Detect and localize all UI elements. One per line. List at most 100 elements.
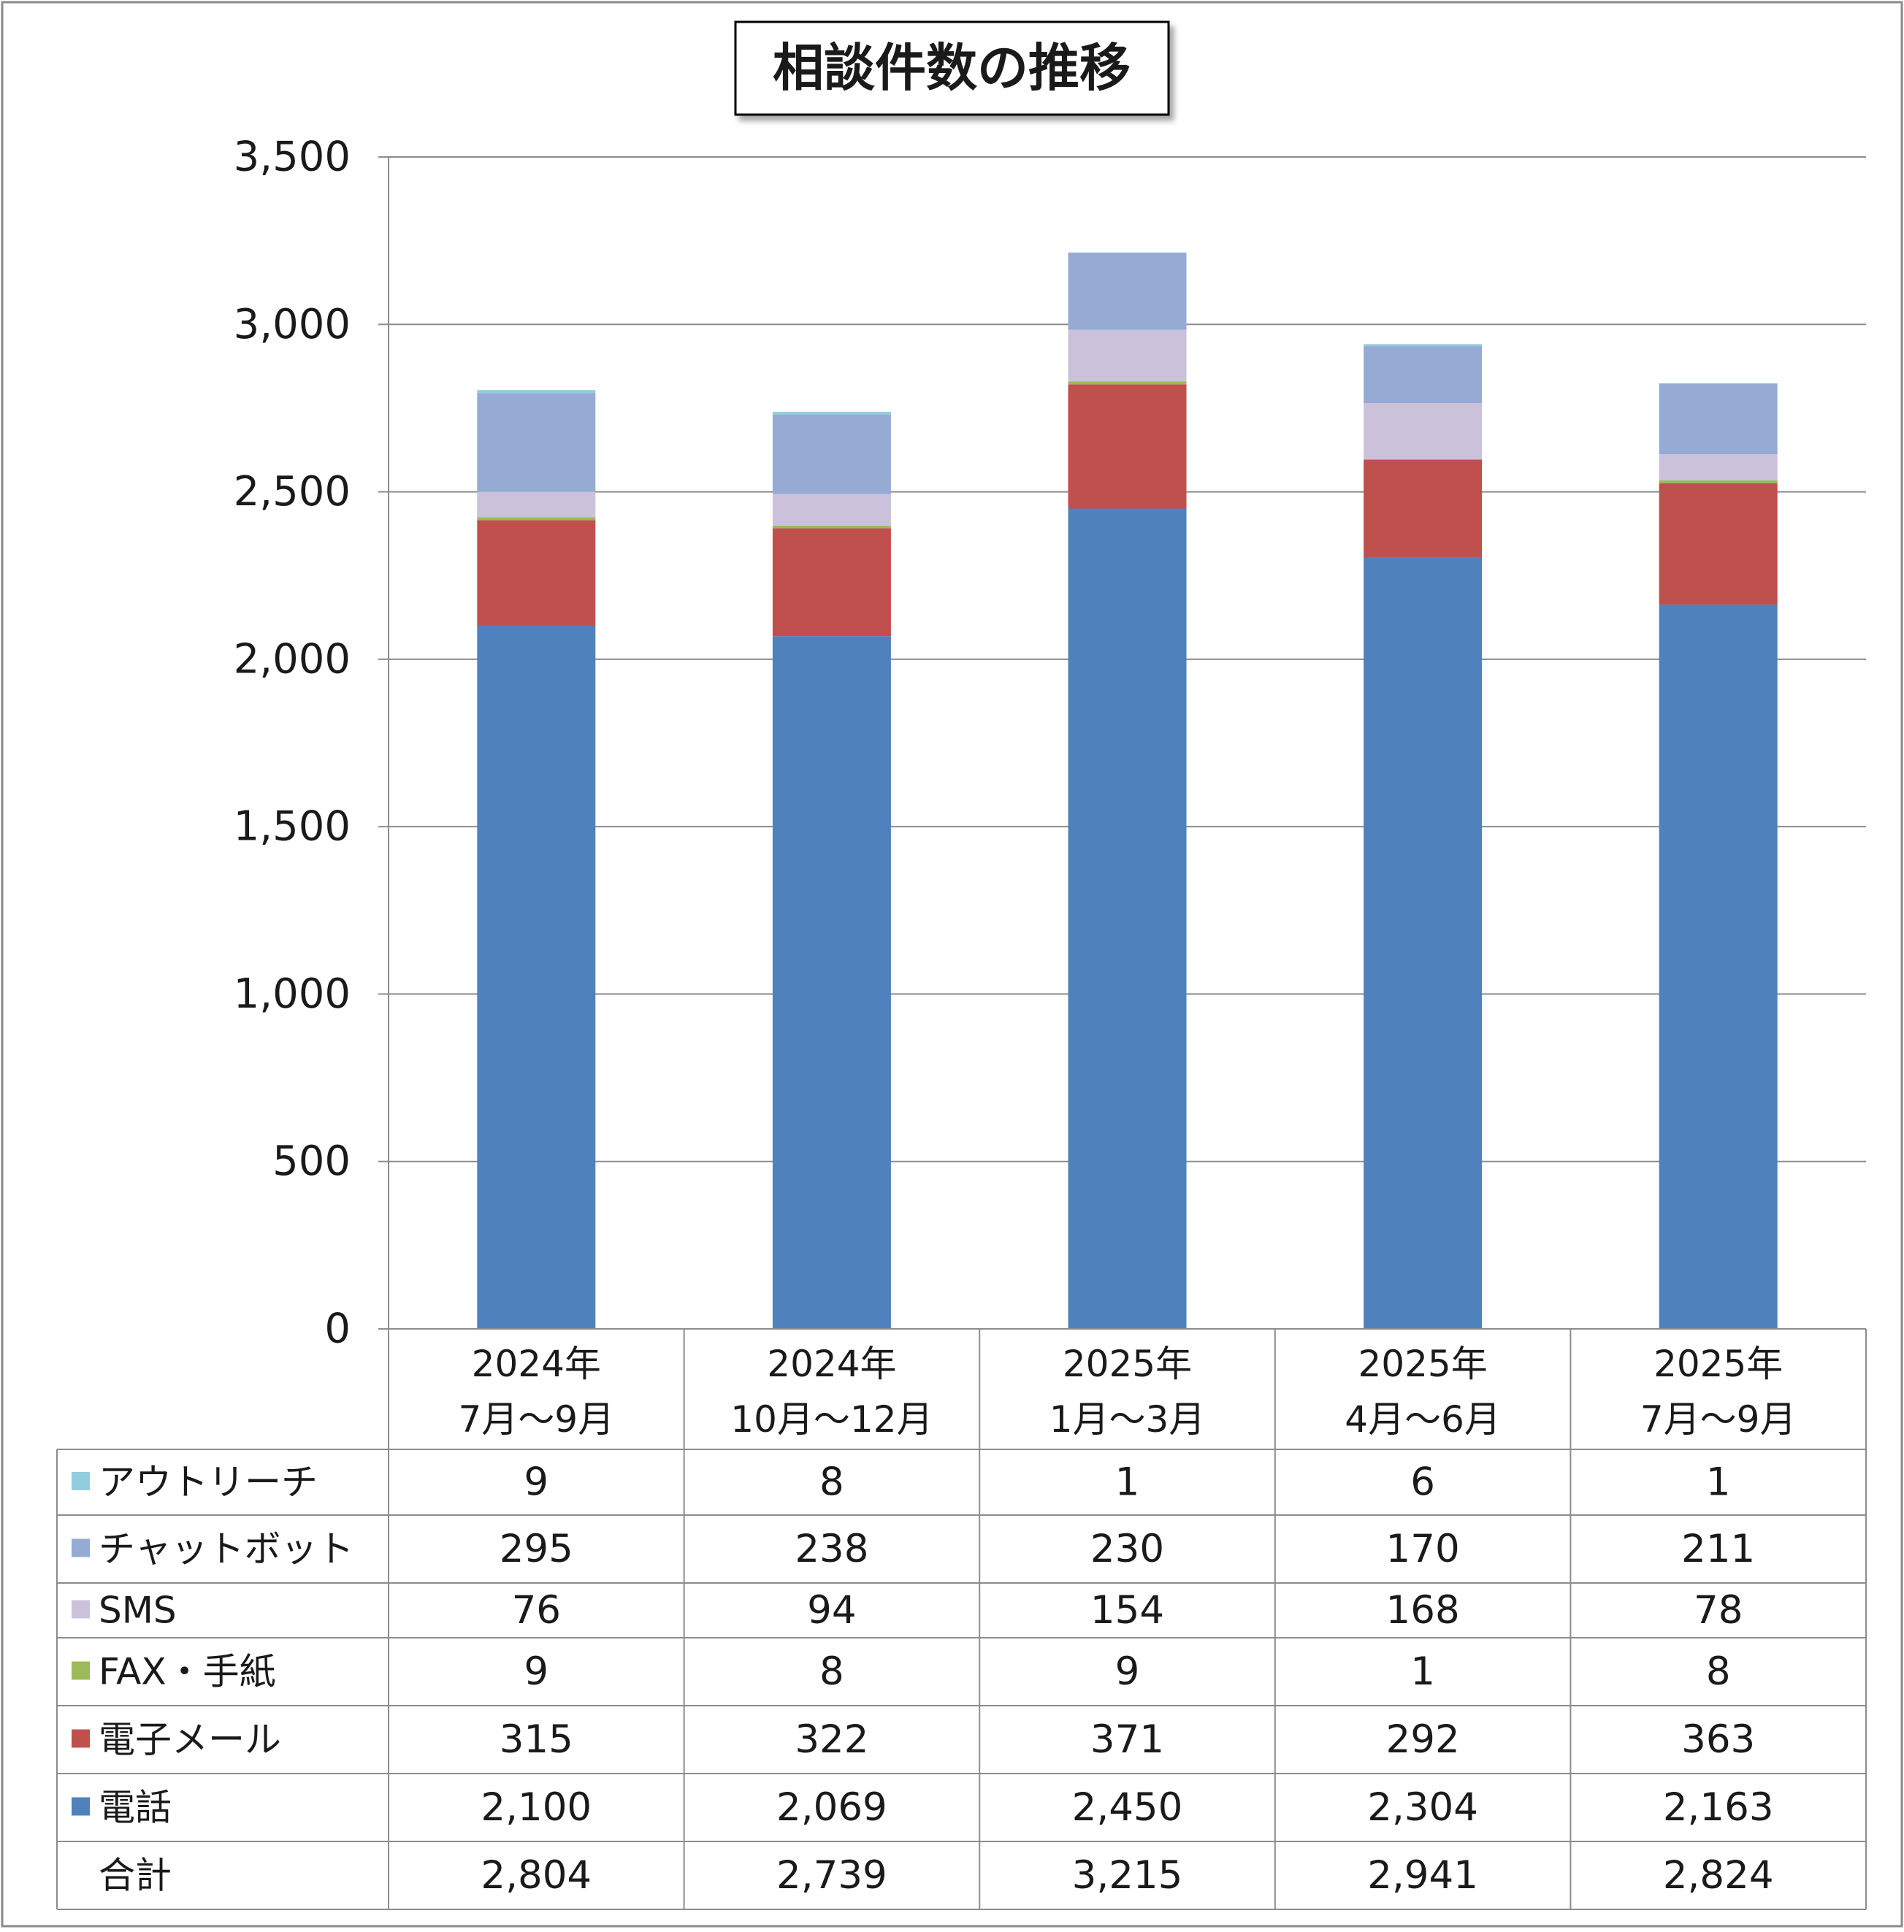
legend-label: FAX・手紙 bbox=[99, 1651, 276, 1693]
x-category-label: 7月～9月 bbox=[458, 1398, 614, 1441]
table-value: 76 bbox=[512, 1588, 561, 1633]
legend-swatch bbox=[72, 1797, 90, 1816]
bar-segment bbox=[477, 393, 596, 492]
total-value: 2,941 bbox=[1367, 1853, 1478, 1898]
bar-segment bbox=[1659, 383, 1778, 455]
bar-segment bbox=[1068, 384, 1187, 509]
bar-segment bbox=[772, 494, 891, 526]
bar-segment bbox=[1659, 383, 1778, 384]
table-value: 1 bbox=[1706, 1460, 1731, 1505]
bar-segment bbox=[1068, 253, 1187, 330]
bar-segment bbox=[1659, 483, 1778, 605]
bar-segment bbox=[1659, 454, 1778, 480]
bar-segment bbox=[477, 626, 596, 1329]
y-tick-label: 1,000 bbox=[234, 970, 351, 1018]
table-value: 9 bbox=[524, 1460, 548, 1505]
table-value: 211 bbox=[1681, 1527, 1755, 1571]
bar-segment bbox=[1364, 557, 1483, 1329]
total-value: 2,824 bbox=[1663, 1853, 1774, 1898]
table-value: 94 bbox=[807, 1588, 856, 1633]
table-value: 8 bbox=[819, 1460, 844, 1505]
bar-segment bbox=[1364, 459, 1483, 460]
table-value: 170 bbox=[1386, 1527, 1460, 1571]
title-box bbox=[734, 20, 1170, 116]
table-value: 295 bbox=[500, 1527, 573, 1571]
bar-segment bbox=[1659, 480, 1778, 483]
total-value: 3,215 bbox=[1072, 1853, 1183, 1898]
x-category-label: 2025年 bbox=[1063, 1343, 1192, 1385]
table-value: 292 bbox=[1386, 1717, 1460, 1762]
legend-swatch bbox=[72, 1600, 90, 1619]
x-category-label: 2025年 bbox=[1653, 1343, 1783, 1385]
bar-segment bbox=[477, 491, 596, 518]
table-value: 2,304 bbox=[1367, 1785, 1478, 1830]
bar-segment bbox=[477, 390, 596, 394]
y-tick-label: 2,000 bbox=[234, 635, 351, 683]
legend-label: 電子メール bbox=[99, 1719, 281, 1761]
table-value: 1 bbox=[1410, 1649, 1435, 1694]
y-tick-label: 1,500 bbox=[234, 803, 351, 851]
x-category-label: 2024年 bbox=[472, 1343, 601, 1385]
table-value: 168 bbox=[1386, 1588, 1460, 1633]
table-value: 78 bbox=[1694, 1588, 1743, 1633]
bar-segment bbox=[772, 636, 891, 1329]
legend-label: チャットボット bbox=[99, 1528, 354, 1571]
bar-segment bbox=[1364, 459, 1483, 558]
x-category-label: 1月～3月 bbox=[1050, 1398, 1206, 1441]
legend-swatch bbox=[72, 1472, 90, 1490]
y-tick-label: 3,000 bbox=[234, 301, 351, 348]
x-category-label: 10月～12月 bbox=[730, 1398, 933, 1441]
table-value: 2,100 bbox=[481, 1785, 592, 1830]
bar-segment bbox=[772, 414, 891, 494]
table-value: 2,163 bbox=[1663, 1785, 1774, 1830]
bar-segment bbox=[1068, 329, 1187, 382]
table-value: 371 bbox=[1090, 1717, 1164, 1762]
table-value: 154 bbox=[1090, 1588, 1164, 1633]
x-category-label: 2024年 bbox=[767, 1343, 896, 1385]
bar-segment bbox=[1659, 605, 1778, 1329]
table-value: 9 bbox=[524, 1649, 548, 1694]
x-category-label: 4月～6月 bbox=[1345, 1398, 1501, 1441]
bar-segment bbox=[1364, 346, 1483, 404]
legend-label: アウトリーチ bbox=[99, 1461, 318, 1503]
table-value: 2,450 bbox=[1072, 1785, 1183, 1830]
bar-segment bbox=[772, 528, 891, 637]
table-value: 315 bbox=[500, 1717, 573, 1762]
total-row-label: 合計 bbox=[99, 1855, 172, 1897]
table-value: 8 bbox=[1706, 1649, 1731, 1694]
total-value: 2,739 bbox=[776, 1853, 887, 1898]
bar-segment bbox=[477, 520, 596, 626]
bar-segment bbox=[772, 525, 891, 529]
bar-segment bbox=[477, 517, 596, 521]
table-value: 6 bbox=[1410, 1460, 1435, 1505]
table-value: 238 bbox=[795, 1527, 868, 1571]
y-tick-label: 0 bbox=[324, 1306, 351, 1353]
bar-segment bbox=[772, 411, 891, 415]
bar-segment bbox=[1068, 508, 1187, 1329]
legend-label: SMS bbox=[99, 1590, 177, 1632]
x-category-label: 7月～9月 bbox=[1640, 1398, 1797, 1441]
legend-swatch bbox=[72, 1729, 90, 1748]
legend-swatch bbox=[72, 1661, 90, 1680]
chart-title: 相談件数の推移 bbox=[773, 38, 1131, 98]
table-value: 363 bbox=[1681, 1717, 1755, 1762]
table-value: 322 bbox=[795, 1717, 868, 1762]
x-category-label: 2025年 bbox=[1358, 1343, 1487, 1385]
total-value: 2,804 bbox=[481, 1853, 592, 1898]
table-value: 9 bbox=[1115, 1649, 1140, 1694]
table-value: 8 bbox=[819, 1649, 844, 1694]
table-value: 2,069 bbox=[776, 1785, 887, 1830]
bar-segment bbox=[1364, 403, 1483, 460]
bar-segment bbox=[1364, 344, 1483, 347]
y-tick-label: 3,500 bbox=[234, 134, 351, 181]
y-tick-label: 500 bbox=[272, 1138, 351, 1185]
table-value: 230 bbox=[1090, 1527, 1164, 1571]
y-tick-label: 2,500 bbox=[234, 468, 351, 515]
table-value: 1 bbox=[1115, 1460, 1140, 1505]
legend-label: 電話 bbox=[99, 1787, 172, 1829]
legend-swatch bbox=[72, 1538, 90, 1557]
bar-segment bbox=[1068, 381, 1187, 385]
